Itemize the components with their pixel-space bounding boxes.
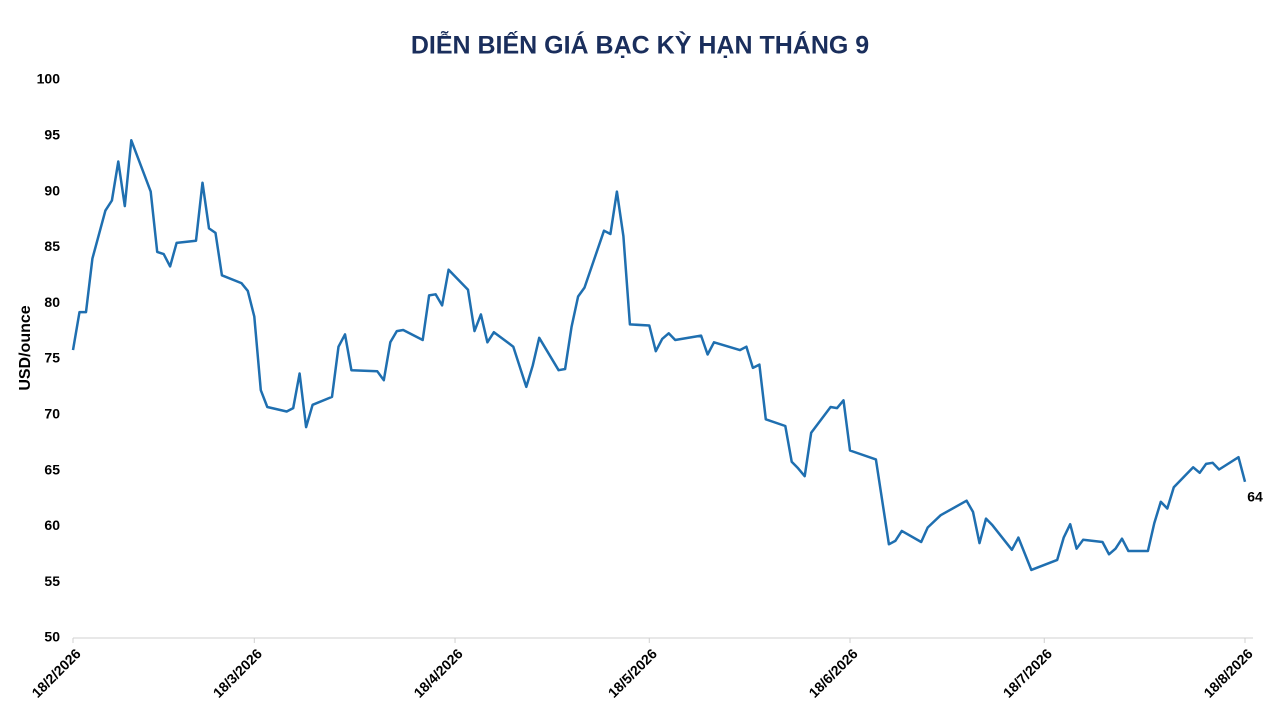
y-axis-label: USD/ounce	[17, 305, 34, 390]
x-tick-label: 18/8/2026	[1200, 645, 1256, 701]
y-tick-label: 55	[44, 573, 60, 589]
x-tick-label: 18/3/2026	[210, 645, 266, 701]
y-tick-label: 60	[44, 517, 60, 533]
price-line	[71, 139, 1247, 572]
y-tick-label: 50	[44, 629, 60, 645]
y-tick-label: 80	[44, 294, 60, 310]
x-tick-label: 18/2/2026	[28, 645, 84, 701]
x-tick-label: 18/5/2026	[605, 645, 661, 701]
x-tick-label: 18/4/2026	[410, 645, 466, 701]
y-tick-label: 95	[44, 127, 60, 143]
y-tick-label: 65	[44, 461, 60, 477]
y-tick-label: 75	[44, 350, 60, 366]
chart-title: DIỄN BIẾN GIÁ BẠC KỲ HẠN THÁNG 9	[411, 30, 869, 60]
y-tick-label: 100	[37, 71, 61, 87]
y-tick-label: 85	[44, 238, 60, 254]
x-tick-label: 18/7/2026	[1000, 645, 1056, 701]
y-tick-label: 90	[44, 182, 60, 198]
x-tick-label: 18/6/2026	[805, 645, 861, 701]
y-tick-label: 70	[44, 406, 60, 422]
data-label: 64	[1247, 488, 1263, 504]
